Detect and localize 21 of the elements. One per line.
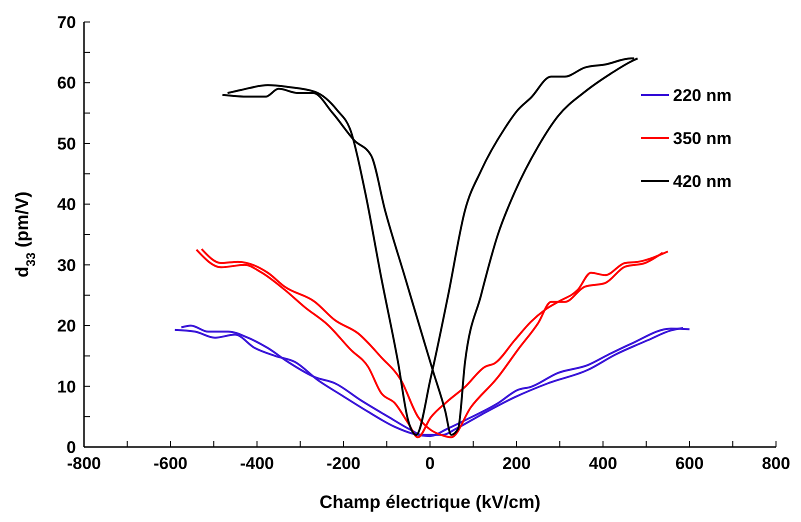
x-tick-label: 0 [425, 454, 435, 473]
y-tick-label: 60 [57, 74, 76, 93]
x-tick-label: 400 [588, 454, 618, 473]
x-tick-label: -600 [153, 454, 188, 473]
x-tick-label: -800 [66, 454, 102, 473]
y-tick-label: 0 [66, 438, 76, 457]
x-axis-title: Champ électrique (kV/cm) [319, 492, 541, 512]
legend-label: 350 nm [673, 129, 732, 148]
y-tick-label: 40 [57, 195, 76, 214]
y-tick-label: 50 [57, 134, 76, 154]
x-tick-label: -200 [326, 454, 361, 473]
x-tick-label: 600 [675, 454, 704, 473]
y-tick-label: 70 [57, 13, 76, 32]
legend-label: 420 nm [673, 172, 732, 191]
y-tick-label: 30 [57, 256, 76, 275]
y-tick-label: 20 [57, 316, 76, 336]
legend-label: 220 nm [673, 86, 732, 105]
x-tick-label: 800 [762, 454, 790, 473]
x-tick-label: -400 [240, 454, 274, 473]
x-tick-label: 200 [502, 454, 531, 473]
y-tick-label: 10 [57, 377, 76, 396]
